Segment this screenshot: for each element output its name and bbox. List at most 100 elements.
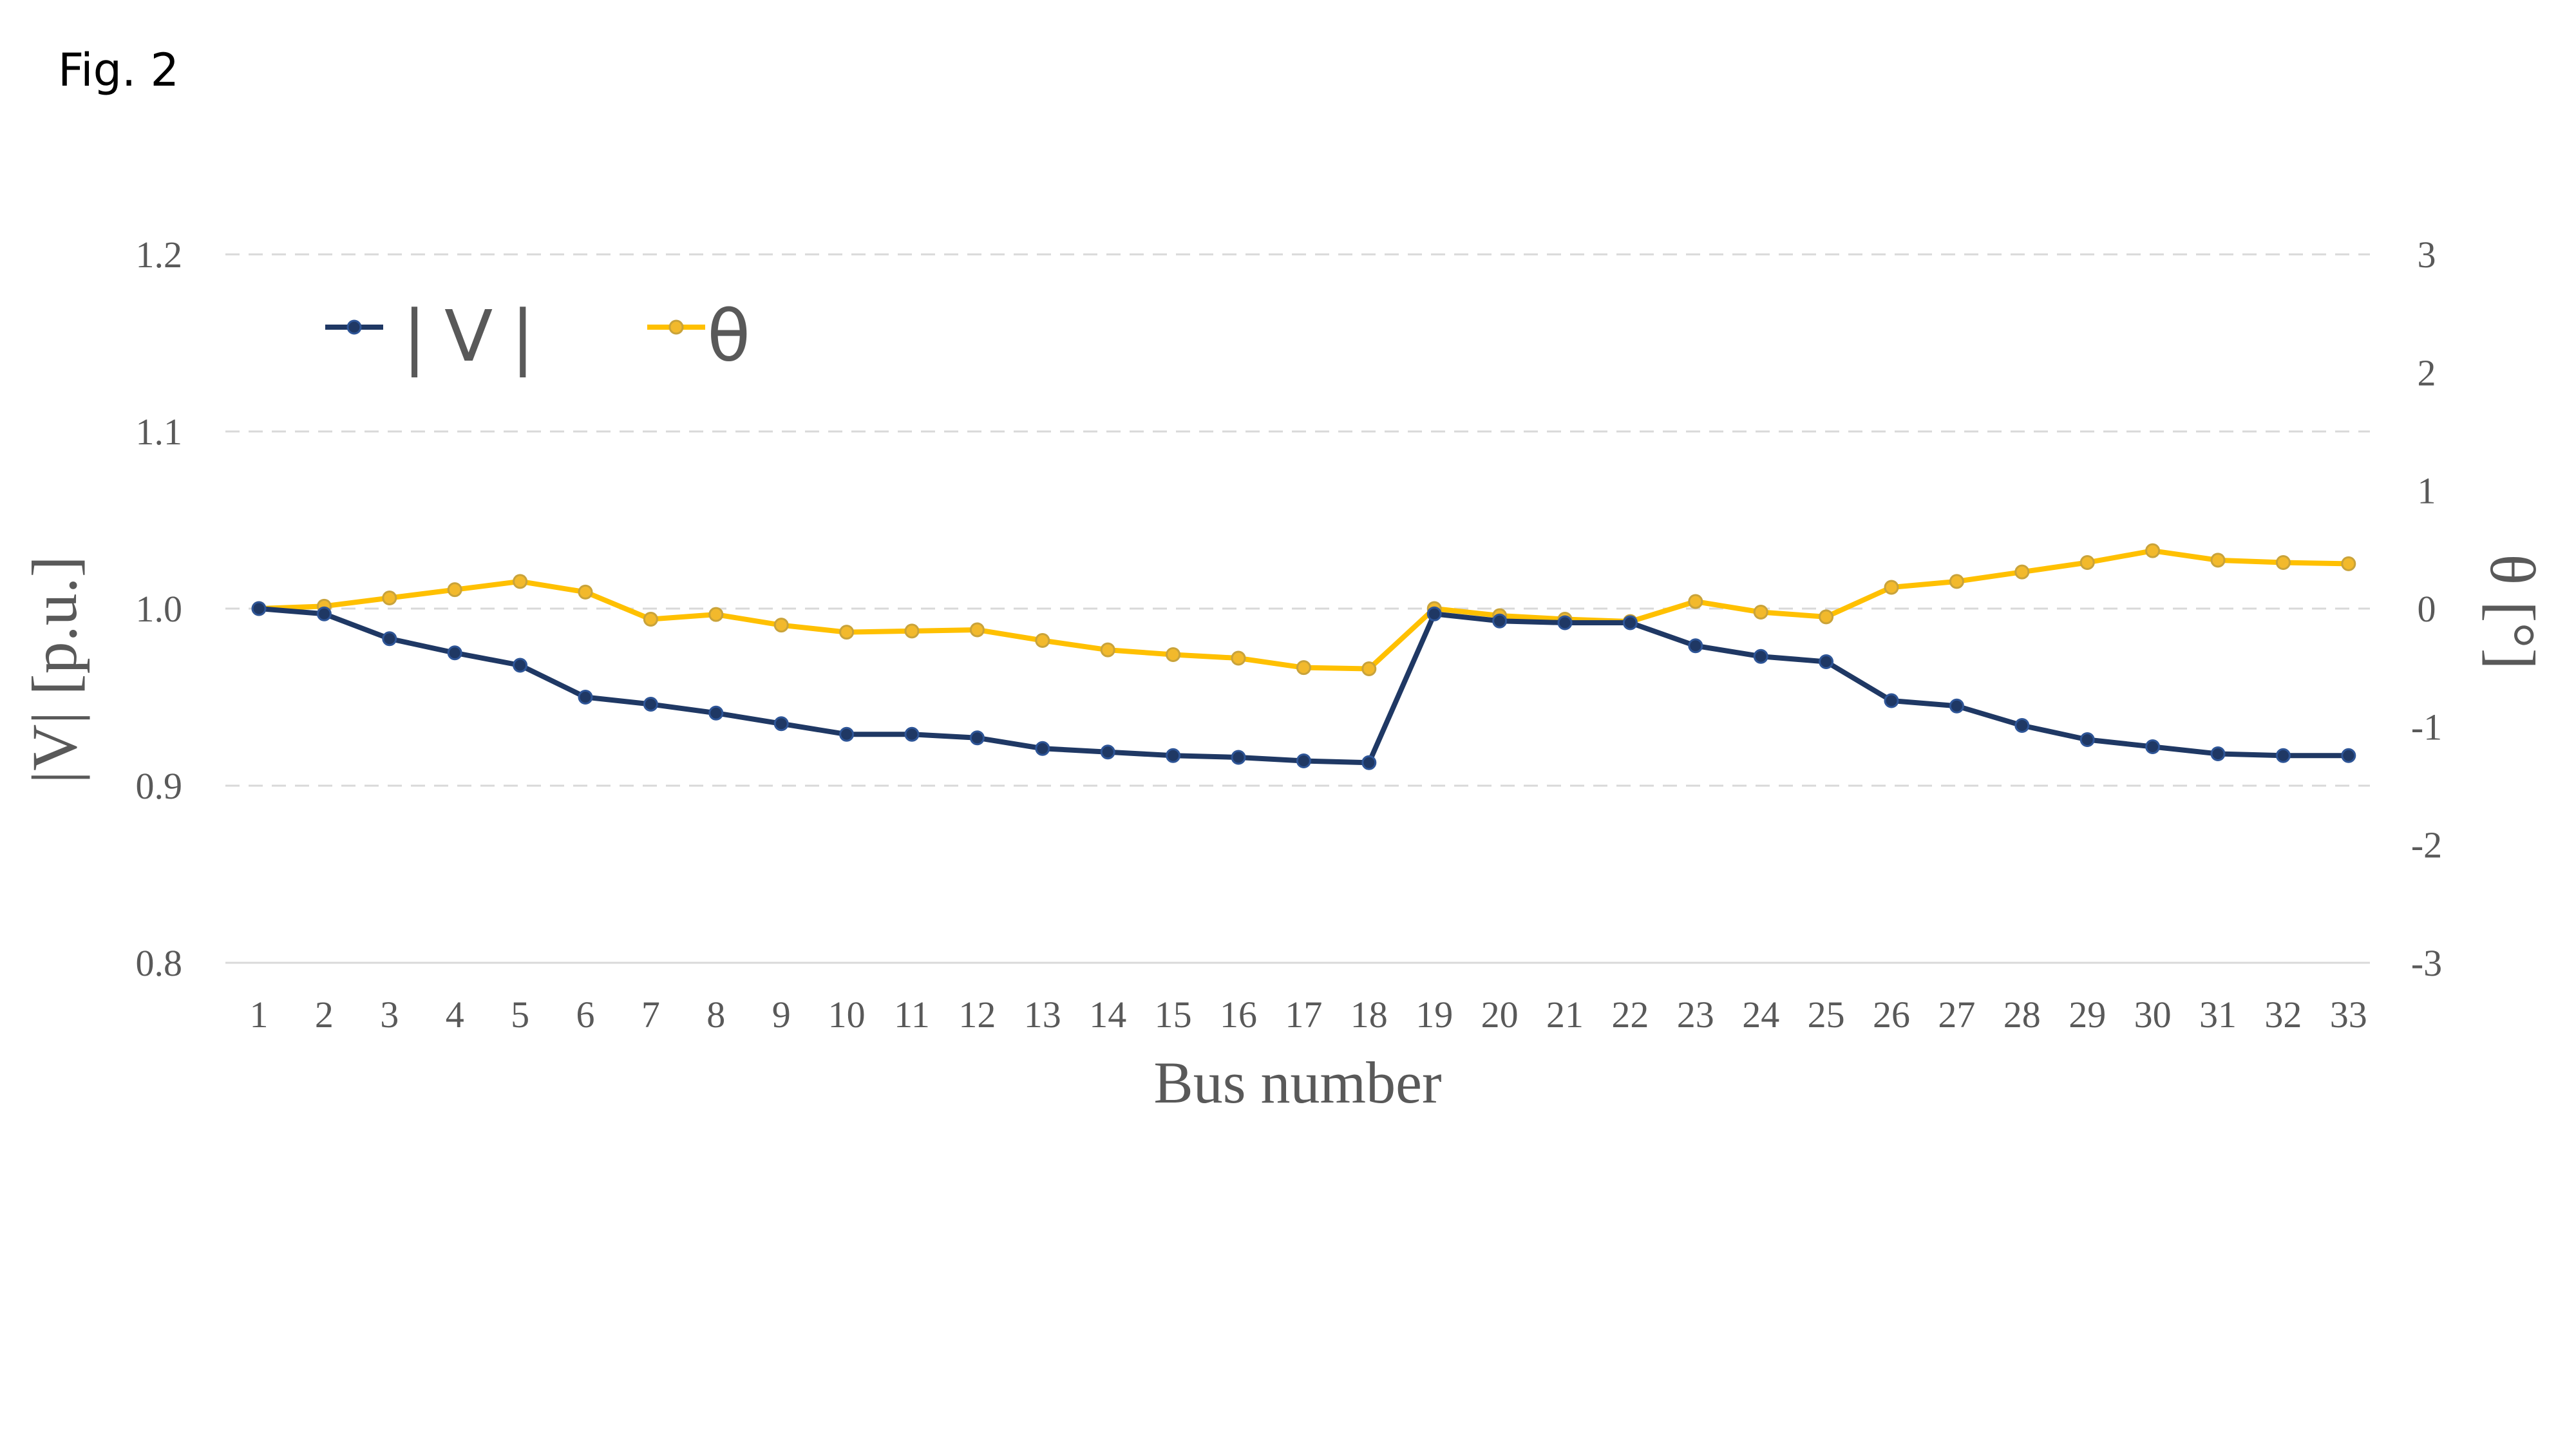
figure-label: Fig. 2 [58, 44, 180, 97]
data-point [904, 726, 920, 742]
data-point [1296, 660, 1311, 676]
x-tick-label: 31 [2199, 994, 2237, 1036]
data-point [2079, 732, 2095, 747]
data-point [382, 591, 397, 605]
right-tick-label: 1 [2418, 470, 2436, 512]
x-tick-label: 15 [1155, 994, 1192, 1036]
x-tick-label: 25 [1808, 994, 1845, 1036]
right-tick-label: -2 [2411, 824, 2442, 866]
data-point [513, 658, 528, 673]
data-point [1100, 642, 1115, 658]
data-point [2341, 556, 2356, 571]
data-point [1753, 605, 1768, 620]
x-tick-label: 9 [772, 994, 791, 1036]
legend: |V| θ [325, 295, 750, 378]
legend-item-voltage: |V| [325, 295, 535, 378]
right-tick-label: -1 [2411, 706, 2442, 748]
right-axis-title: θ [°] [2477, 554, 2548, 670]
data-point [839, 726, 855, 742]
data-point [1166, 748, 1181, 763]
data-point [1426, 606, 1442, 621]
data-point [1035, 633, 1050, 648]
data-point [251, 601, 267, 616]
data-point [447, 582, 462, 598]
series-line [258, 606, 2349, 766]
x-tick-label: 20 [1481, 994, 1519, 1036]
x-tick-label: 1 [250, 994, 269, 1036]
series-line [258, 548, 2349, 672]
data-point [708, 607, 724, 622]
data-point [2145, 739, 2161, 754]
x-tick-label: 8 [706, 994, 725, 1036]
data-point [1949, 698, 1964, 714]
x-tick-label: 17 [1285, 994, 1322, 1036]
x-tick-label: 29 [2069, 994, 2106, 1036]
x-tick-label: 11 [894, 994, 930, 1036]
data-point [1819, 654, 1834, 669]
left-axis-title: |V| [p.u.] [19, 556, 90, 784]
data-point [773, 716, 789, 732]
series-layer [251, 543, 2356, 770]
data-point [1492, 613, 1508, 629]
data-point [513, 574, 528, 589]
data-point [1166, 647, 1181, 662]
x-tick-label: 2 [315, 994, 334, 1036]
right-tick-label: 2 [2418, 352, 2436, 393]
data-point [578, 584, 593, 600]
legend-label-angle: θ [707, 295, 750, 377]
x-tick-label: 28 [2003, 994, 2041, 1036]
left-tick-label: 1.1 [136, 411, 183, 453]
right-axis-ticks: -3 -2 -1 0 1 2 3 [2411, 234, 2442, 984]
x-tick-label: 4 [446, 994, 464, 1036]
data-point [1296, 753, 1311, 768]
data-point [1100, 744, 1115, 760]
data-point [2210, 746, 2226, 761]
x-tick-label: 22 [1611, 994, 1649, 1036]
data-point [708, 705, 724, 721]
data-point [2341, 748, 2356, 763]
left-tick-label: 0.9 [136, 765, 183, 807]
x-tick-label: 30 [2134, 994, 2172, 1036]
x-tick-label: 26 [1873, 994, 1910, 1036]
legend-item-angle: θ [647, 295, 750, 377]
data-point [382, 631, 397, 647]
data-point [1557, 615, 1573, 630]
x-tick-label: 10 [828, 994, 866, 1036]
data-point [2014, 564, 2030, 580]
right-tick-label: 3 [2418, 234, 2436, 276]
data-point [1688, 594, 1703, 609]
x-tick-label: 12 [958, 994, 996, 1036]
data-point [773, 618, 789, 633]
gridlines [225, 253, 2370, 787]
data-point [1231, 750, 1246, 765]
x-axis-ticks: 1 2 3 4 5 6 7 8 9 10 11 12 13 14 15 16 17 18 19 20 21 22 23 24 2… [250, 994, 2367, 1036]
right-tick-label: 0 [2418, 588, 2436, 630]
x-tick-label: 33 [2330, 994, 2367, 1036]
data-point [2210, 553, 2226, 568]
right-tick-label: -3 [2411, 942, 2442, 984]
data-point [969, 622, 985, 638]
data-point [2014, 718, 2030, 733]
data-point [2079, 555, 2095, 570]
data-point [1819, 609, 1834, 625]
data-point [578, 690, 593, 705]
data-point [969, 730, 985, 746]
data-point [1884, 693, 1899, 708]
data-point [1361, 755, 1377, 770]
x-tick-label: 27 [1938, 994, 1975, 1036]
data-point [1231, 650, 1246, 666]
x-tick-label: 13 [1024, 994, 1061, 1036]
data-point [643, 612, 658, 627]
x-tick-label: 14 [1089, 994, 1126, 1036]
data-point [316, 606, 332, 621]
data-point [2275, 555, 2291, 570]
x-tick-label: 5 [511, 994, 529, 1036]
data-point [1949, 574, 1964, 589]
data-point [1688, 638, 1703, 654]
x-tick-label: 24 [1742, 994, 1779, 1036]
data-point [1622, 615, 1638, 630]
x-axis-title: Bus number [1153, 1050, 1441, 1115]
data-point [643, 697, 658, 712]
series-angle [251, 543, 2356, 676]
x-tick-label: 3 [380, 994, 399, 1036]
